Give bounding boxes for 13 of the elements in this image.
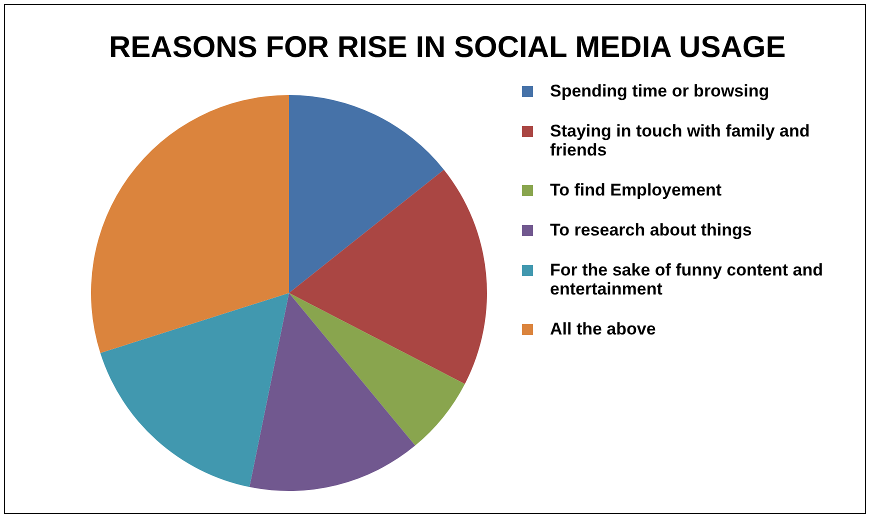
legend-label: Staying in touch with family and friends (550, 122, 810, 160)
legend-label: To find Employement (550, 180, 722, 200)
legend-label: All the above (550, 320, 656, 338)
pie-slice (289, 95, 444, 293)
legend-label: For the sake of funny content and entertainment (550, 260, 823, 298)
chart-title: REASONS FOR RISE IN SOCIAL MEDIA USAGE (109, 31, 786, 64)
pie-slice (100, 293, 289, 488)
legend-label: Spending time or browsing (550, 82, 770, 100)
pie-slice (289, 170, 487, 384)
pie-slice (91, 95, 289, 353)
pie-slice (289, 293, 465, 446)
pie-slice (249, 293, 416, 491)
legend-label: To research about things (550, 220, 752, 240)
